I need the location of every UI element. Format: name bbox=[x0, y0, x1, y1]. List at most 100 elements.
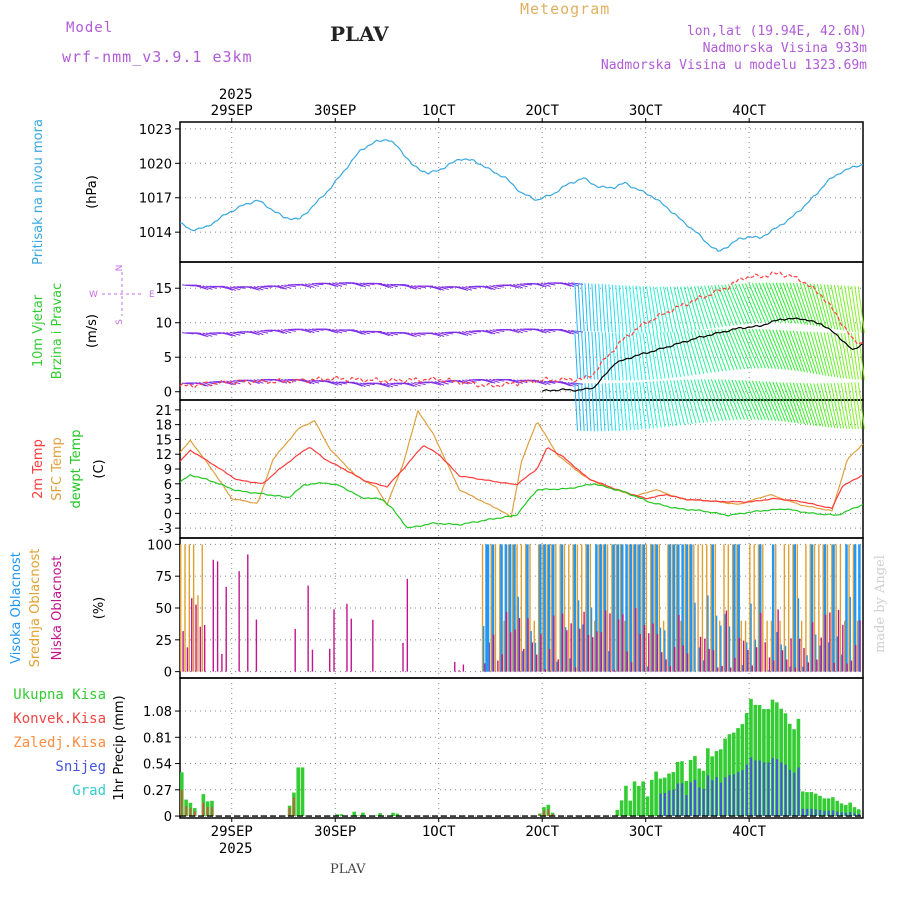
wind-barb bbox=[786, 330, 802, 372]
wind-barb bbox=[520, 328, 532, 331]
snow-bar bbox=[788, 769, 791, 817]
low-cloud-bar bbox=[587, 634, 590, 672]
wind-barb bbox=[403, 332, 415, 337]
wind-barb bbox=[724, 284, 742, 325]
precip-legend-4: Grad bbox=[72, 783, 106, 799]
snow-bar bbox=[681, 783, 684, 817]
wind-barb bbox=[796, 282, 812, 326]
wind-barb bbox=[222, 286, 233, 291]
high-cloud-bar bbox=[728, 626, 731, 672]
low-cloud-bar bbox=[708, 648, 710, 672]
low-cloud-bar bbox=[786, 659, 788, 672]
mid-cloud-bar bbox=[680, 620, 682, 672]
mid-cloud-bar bbox=[792, 544, 794, 672]
bottom-year-label: 2025 bbox=[219, 841, 253, 857]
mid-cloud-bar bbox=[844, 620, 846, 672]
low-cloud-bar bbox=[669, 666, 672, 672]
rain-conv-bar bbox=[547, 809, 550, 817]
wind-barb bbox=[707, 379, 724, 421]
wind-barb bbox=[734, 379, 753, 420]
wind-barb bbox=[714, 379, 731, 421]
wind-barb bbox=[666, 380, 678, 426]
wind-barb bbox=[656, 286, 666, 333]
low-cloud-bar bbox=[768, 657, 771, 672]
low-cloud-bar bbox=[216, 561, 219, 672]
low-cloud-bar bbox=[738, 637, 741, 672]
mid-cloud-bar bbox=[581, 544, 583, 672]
wind-barb bbox=[356, 382, 366, 388]
low-cloud-bar bbox=[548, 649, 551, 672]
rain-total-bar bbox=[352, 811, 357, 817]
high-cloud-bar bbox=[672, 544, 676, 672]
low-cloud-bar bbox=[600, 632, 603, 672]
wind-barb bbox=[639, 286, 647, 334]
mid-cloud-bar bbox=[499, 544, 501, 672]
high-cloud-bar bbox=[836, 636, 839, 672]
wind-barb bbox=[485, 285, 496, 291]
high-cloud-bar bbox=[651, 544, 654, 672]
wind-barb bbox=[465, 286, 477, 290]
precip-tick-label: 0.54 bbox=[143, 758, 172, 773]
wind-barb bbox=[233, 331, 246, 335]
low-cloud-bar bbox=[686, 653, 689, 672]
rain-total-bar bbox=[615, 809, 620, 817]
wind-barb bbox=[775, 382, 793, 423]
wind-barb bbox=[714, 285, 731, 327]
wind-barb bbox=[683, 286, 697, 331]
bottom-day-label: 30SEP bbox=[314, 824, 356, 840]
low-cloud-bar bbox=[462, 664, 465, 672]
wind-barb bbox=[707, 329, 724, 372]
high-cloud-bar bbox=[483, 626, 485, 672]
pressure-title: Pritisak na nivou mora bbox=[31, 119, 46, 265]
low-cloud-bar bbox=[609, 613, 611, 672]
wind-barb bbox=[280, 284, 292, 289]
wind-barb bbox=[772, 282, 790, 324]
wind-barb bbox=[335, 329, 348, 333]
rain-total-bar bbox=[809, 792, 814, 817]
wind-barb bbox=[489, 378, 500, 384]
rain-conv-bar bbox=[193, 811, 196, 817]
wind-barb bbox=[683, 331, 697, 375]
high-cloud-bar bbox=[793, 544, 796, 672]
wind-barb bbox=[540, 380, 551, 386]
bottom-day-label: 2OCT bbox=[525, 824, 559, 840]
wind-barb bbox=[666, 286, 678, 333]
high-cloud-bar bbox=[724, 613, 726, 672]
wind-barb bbox=[308, 328, 320, 333]
mid-cloud-bar bbox=[632, 544, 635, 672]
snow-bar bbox=[741, 770, 744, 817]
wind-barb bbox=[704, 329, 720, 372]
snow-bar bbox=[853, 813, 856, 817]
wind-barb bbox=[492, 329, 505, 332]
mid-cloud-bar bbox=[585, 544, 587, 672]
rain-total-bar bbox=[787, 723, 792, 817]
wind-barb bbox=[646, 332, 654, 380]
precip-tick-label: 0.81 bbox=[143, 731, 172, 746]
wind-barb bbox=[775, 329, 793, 371]
high-cloud-bar bbox=[521, 651, 524, 672]
wind-barb bbox=[618, 382, 624, 431]
wind-barb bbox=[792, 282, 809, 325]
high-cloud-bar bbox=[504, 544, 508, 672]
wind-barb bbox=[434, 380, 445, 386]
wind-barb bbox=[226, 286, 236, 291]
wind-barb bbox=[581, 383, 585, 431]
low-cloud-bar bbox=[626, 651, 628, 672]
wind-barb bbox=[608, 383, 613, 432]
wind-barb bbox=[485, 378, 496, 384]
wind-barb bbox=[632, 382, 639, 430]
high-cloud-bar bbox=[858, 544, 861, 672]
compass-n: N bbox=[115, 265, 125, 272]
wind-barb bbox=[734, 328, 753, 369]
snow-bar bbox=[806, 808, 809, 817]
mid-cloud-bar bbox=[184, 544, 186, 672]
wind-barb bbox=[567, 329, 579, 334]
wind-barb bbox=[301, 379, 312, 385]
wind-barb bbox=[663, 380, 674, 427]
high-cloud-bar bbox=[664, 630, 666, 672]
rain-total-bar bbox=[628, 800, 633, 817]
high-cloud-label: Visoka Oblacnost bbox=[9, 552, 24, 664]
wind-barb bbox=[792, 382, 809, 425]
bottom-day-label: 4OCT bbox=[732, 824, 766, 840]
snow-bar bbox=[784, 764, 787, 817]
